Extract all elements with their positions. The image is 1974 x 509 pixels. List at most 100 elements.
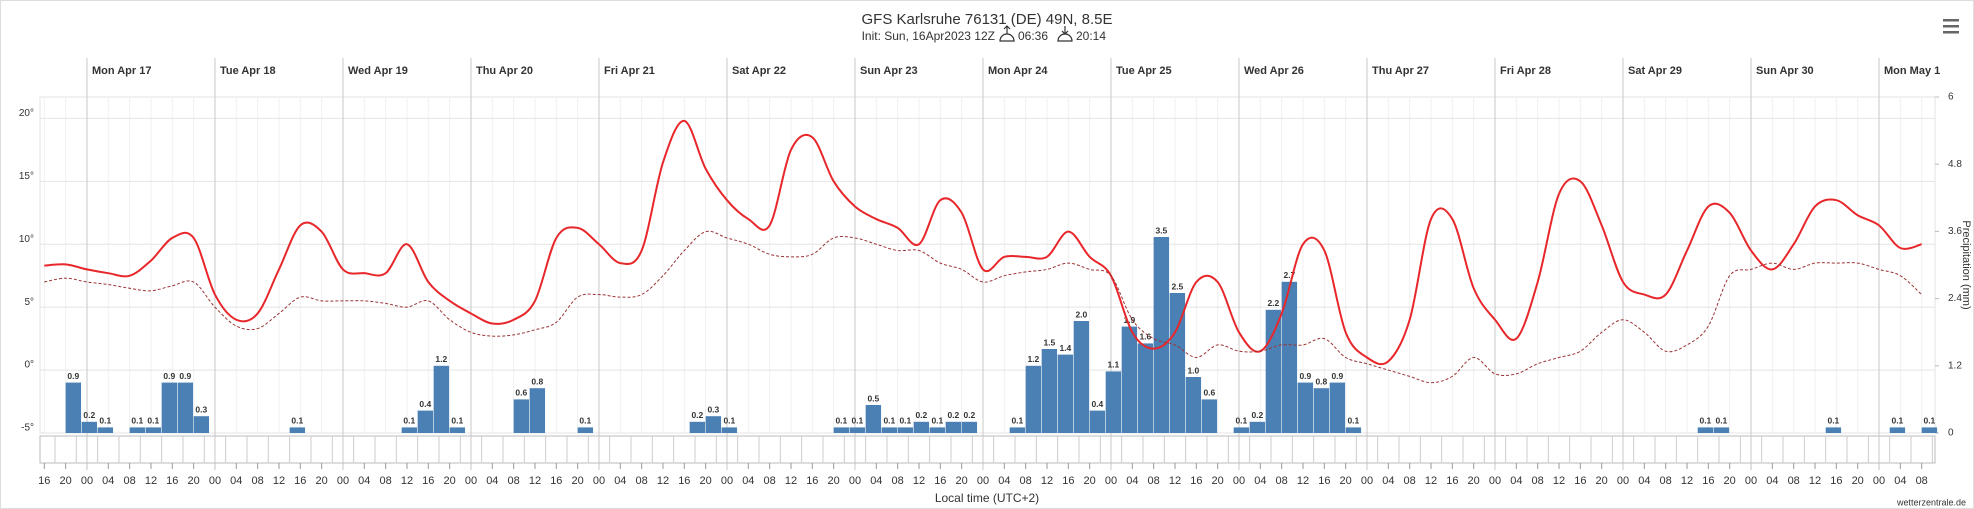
- bar-value-label: 0.2: [915, 410, 927, 420]
- x-tick-label: 20: [1724, 475, 1736, 487]
- bar-value-label: 0.1: [1827, 416, 1839, 426]
- x-tick-label: 00: [977, 475, 989, 487]
- bar-value-label: 1.5: [1043, 337, 1055, 347]
- precip-bar: [865, 405, 882, 433]
- x-tick-label: 16: [38, 475, 50, 487]
- x-tick-label: 00: [1233, 475, 1245, 487]
- bar-value-label: 0.2: [947, 410, 959, 420]
- menu-button[interactable]: [1943, 19, 1959, 34]
- precip-bar: [945, 421, 962, 433]
- precip-bar: [65, 382, 82, 433]
- x-tick-label: 04: [1638, 475, 1650, 487]
- y2-tick-label: 4.8: [1948, 159, 1962, 170]
- precip-bar: [1921, 427, 1938, 433]
- x-tick-label: 12: [273, 475, 285, 487]
- x-tick-label: 20: [956, 475, 968, 487]
- sunset-icon: [1057, 26, 1073, 42]
- sunrise-time: 06:36: [1018, 29, 1048, 43]
- precip-bar: [1233, 427, 1250, 433]
- y2-tick-label: 6: [1948, 92, 1954, 103]
- x-tick-label: 04: [870, 475, 882, 487]
- x-tick-label: 00: [1489, 475, 1501, 487]
- x-tick-label: 00: [465, 475, 477, 487]
- x-axis-title: Local time (UTC+2): [935, 491, 1039, 505]
- y-tick-label: 5°: [24, 297, 34, 308]
- x-tick-label: 00: [593, 475, 605, 487]
- x-tick-label: 04: [998, 475, 1010, 487]
- sunset-time: 20:14: [1076, 29, 1106, 43]
- precip-bar: [1169, 293, 1186, 433]
- x-tick-label: 00: [337, 475, 349, 487]
- x-tick-label: 12: [657, 475, 669, 487]
- bar-value-label: 0.1: [1699, 416, 1711, 426]
- x-tick-label: 12: [401, 475, 413, 487]
- x-tick-label: 20: [572, 475, 584, 487]
- precip-bar: [1057, 354, 1074, 433]
- x-tick-label: 08: [1276, 475, 1288, 487]
- x-tick-label: 04: [230, 475, 242, 487]
- bar-value-label: 0.9: [163, 371, 175, 381]
- y2-tick-label: 0: [1948, 428, 1954, 439]
- precip-bar: [1025, 365, 1042, 433]
- day-label: Tue Apr 18: [220, 65, 276, 77]
- x-tick-label: 12: [145, 475, 157, 487]
- precip-bar: [689, 421, 706, 433]
- x-tick-label: 08: [892, 475, 904, 487]
- day-label: Mon Apr 17: [92, 65, 152, 77]
- x-tick-label: 04: [1254, 475, 1266, 487]
- day-label: Tue Apr 25: [1116, 65, 1172, 77]
- precip-bar: [929, 427, 946, 433]
- precip-bar: [161, 382, 178, 433]
- precip-bar: [1297, 382, 1314, 433]
- x-tick-label: 20: [188, 475, 200, 487]
- x-tick-label: 04: [486, 475, 498, 487]
- bar-value-label: 1.0: [1187, 365, 1199, 375]
- x-tick-label: 20: [316, 475, 328, 487]
- y-tick-label: 0°: [24, 360, 34, 371]
- precip-bar: [433, 365, 450, 433]
- x-tick-label: 12: [1553, 475, 1565, 487]
- bar-value-label: 2.0: [1075, 309, 1087, 319]
- x-tick-label: 20: [1212, 475, 1224, 487]
- precip-bar: [81, 421, 98, 433]
- bar-value-label: 0.1: [1235, 416, 1247, 426]
- x-tick-label: 08: [1148, 475, 1160, 487]
- x-tick-label: 12: [913, 475, 925, 487]
- precip-bar: [1889, 427, 1906, 433]
- x-tick-label: 16: [550, 475, 562, 487]
- x-tick-label: 16: [422, 475, 434, 487]
- y-tick-label: 15°: [19, 171, 34, 182]
- bar-value-label: 0.8: [1315, 376, 1327, 386]
- precip-bar: [193, 416, 210, 433]
- dewpoint-line: [44, 230, 1923, 384]
- precip-bar: [1281, 281, 1298, 433]
- day-label: Sun Apr 30: [1756, 65, 1814, 77]
- y2-tick-label: 2.4: [1948, 293, 1962, 304]
- bar-value-label: 0.3: [195, 404, 207, 414]
- bar-value-label: 0.2: [83, 410, 95, 420]
- temperature-line: [44, 119, 1922, 366]
- precip-bar: [849, 427, 866, 433]
- x-tick-label: 12: [785, 475, 797, 487]
- precip-bar: [1697, 427, 1714, 433]
- precip-bar: [1313, 388, 1330, 433]
- x-tick-label: 08: [124, 475, 136, 487]
- wind-row: [39, 435, 1936, 464]
- precip-bar: [705, 416, 722, 433]
- precip-bar: [289, 427, 306, 433]
- x-tick-label: 08: [252, 475, 264, 487]
- x-tick-label: 20: [1852, 475, 1864, 487]
- precip-bar: [513, 399, 530, 433]
- precip-bar: [1105, 371, 1122, 433]
- x-tick-label: 08: [1660, 475, 1672, 487]
- bar-value-label: 0.9: [1299, 371, 1311, 381]
- x-tick-label: 04: [1510, 475, 1522, 487]
- x-tick-label: 04: [1766, 475, 1778, 487]
- x-tick-label: 00: [721, 475, 733, 487]
- x-tick-label: 20: [700, 475, 712, 487]
- precip-bar: [1201, 399, 1218, 433]
- precip-bar: [881, 427, 898, 433]
- day-label: Fri Apr 21: [604, 65, 655, 77]
- x-tick-label: 04: [1126, 475, 1138, 487]
